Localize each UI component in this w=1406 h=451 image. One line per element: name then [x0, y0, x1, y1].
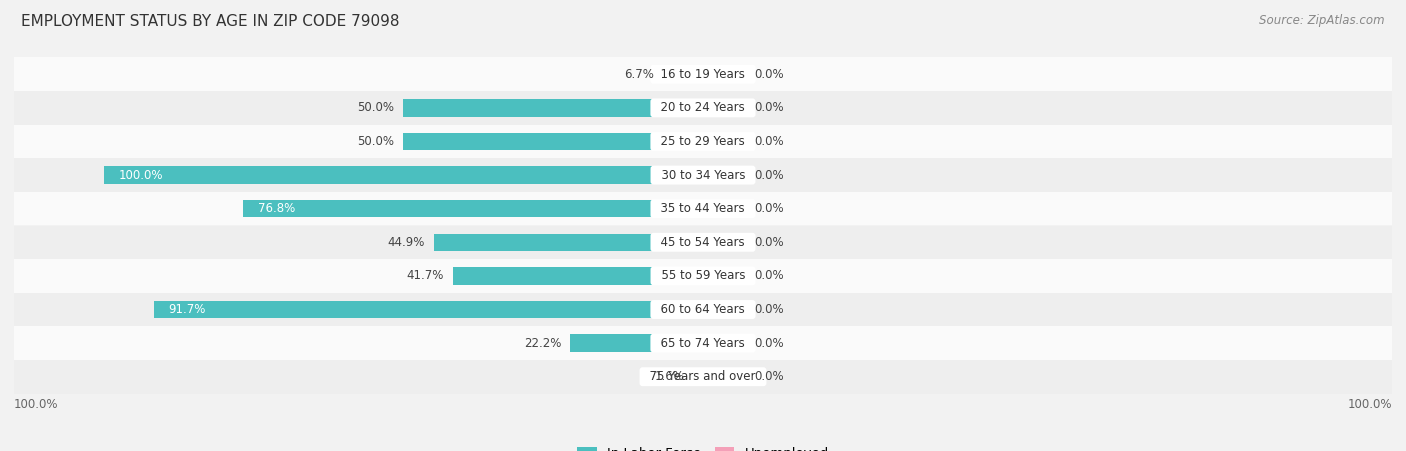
Bar [703, 200, 745, 217]
Bar [693, 368, 703, 386]
Bar [434, 234, 703, 251]
Bar [14, 259, 1392, 293]
Bar [703, 267, 745, 285]
Bar [703, 65, 745, 83]
Bar [703, 301, 745, 318]
Text: 20 to 24 Years: 20 to 24 Years [654, 101, 752, 115]
Text: 0.0%: 0.0% [754, 68, 783, 81]
Text: 41.7%: 41.7% [406, 269, 444, 282]
Text: 0.0%: 0.0% [754, 135, 783, 148]
Text: 0.0%: 0.0% [754, 169, 783, 182]
Bar [14, 226, 1392, 259]
Text: 0.0%: 0.0% [754, 303, 783, 316]
Text: 0.0%: 0.0% [754, 370, 783, 383]
Text: 0.0%: 0.0% [754, 269, 783, 282]
Bar [104, 166, 703, 184]
Text: 50.0%: 50.0% [357, 135, 395, 148]
Text: 55 to 59 Years: 55 to 59 Years [654, 269, 752, 282]
Bar [14, 192, 1392, 226]
Legend: In Labor Force, Unemployed: In Labor Force, Unemployed [571, 442, 835, 451]
Bar [243, 200, 703, 217]
Text: 25 to 29 Years: 25 to 29 Years [654, 135, 752, 148]
Bar [404, 99, 703, 117]
Text: 30 to 34 Years: 30 to 34 Years [654, 169, 752, 182]
Text: 35 to 44 Years: 35 to 44 Years [654, 202, 752, 215]
Bar [14, 57, 1392, 91]
Text: 0.0%: 0.0% [754, 336, 783, 350]
Bar [14, 124, 1392, 158]
Bar [569, 334, 703, 352]
Bar [703, 234, 745, 251]
Bar [14, 293, 1392, 327]
Bar [14, 91, 1392, 124]
Text: 22.2%: 22.2% [523, 336, 561, 350]
Bar [453, 267, 703, 285]
Text: 65 to 74 Years: 65 to 74 Years [654, 336, 752, 350]
Text: 45 to 54 Years: 45 to 54 Years [654, 236, 752, 249]
Bar [703, 166, 745, 184]
Text: 0.0%: 0.0% [754, 101, 783, 115]
Bar [703, 368, 745, 386]
Bar [153, 301, 703, 318]
Text: 75 Years and over: 75 Years and over [643, 370, 763, 383]
Bar [662, 65, 703, 83]
Text: 16 to 19 Years: 16 to 19 Years [654, 68, 752, 81]
Text: 76.8%: 76.8% [257, 202, 295, 215]
Text: 0.0%: 0.0% [754, 236, 783, 249]
Bar [14, 327, 1392, 360]
Bar [703, 334, 745, 352]
Text: 50.0%: 50.0% [357, 101, 395, 115]
Text: 100.0%: 100.0% [120, 169, 163, 182]
Text: 1.6%: 1.6% [655, 370, 685, 383]
Text: 60 to 64 Years: 60 to 64 Years [654, 303, 752, 316]
Text: 91.7%: 91.7% [169, 303, 207, 316]
Bar [703, 133, 745, 150]
Text: 0.0%: 0.0% [754, 202, 783, 215]
Bar [703, 99, 745, 117]
Text: Source: ZipAtlas.com: Source: ZipAtlas.com [1260, 14, 1385, 27]
Text: EMPLOYMENT STATUS BY AGE IN ZIP CODE 79098: EMPLOYMENT STATUS BY AGE IN ZIP CODE 790… [21, 14, 399, 28]
Bar [14, 158, 1392, 192]
Bar [14, 360, 1392, 394]
Text: 100.0%: 100.0% [14, 397, 59, 410]
Text: 6.7%: 6.7% [624, 68, 654, 81]
Text: 44.9%: 44.9% [388, 236, 425, 249]
Text: 100.0%: 100.0% [1347, 397, 1392, 410]
Bar [404, 133, 703, 150]
